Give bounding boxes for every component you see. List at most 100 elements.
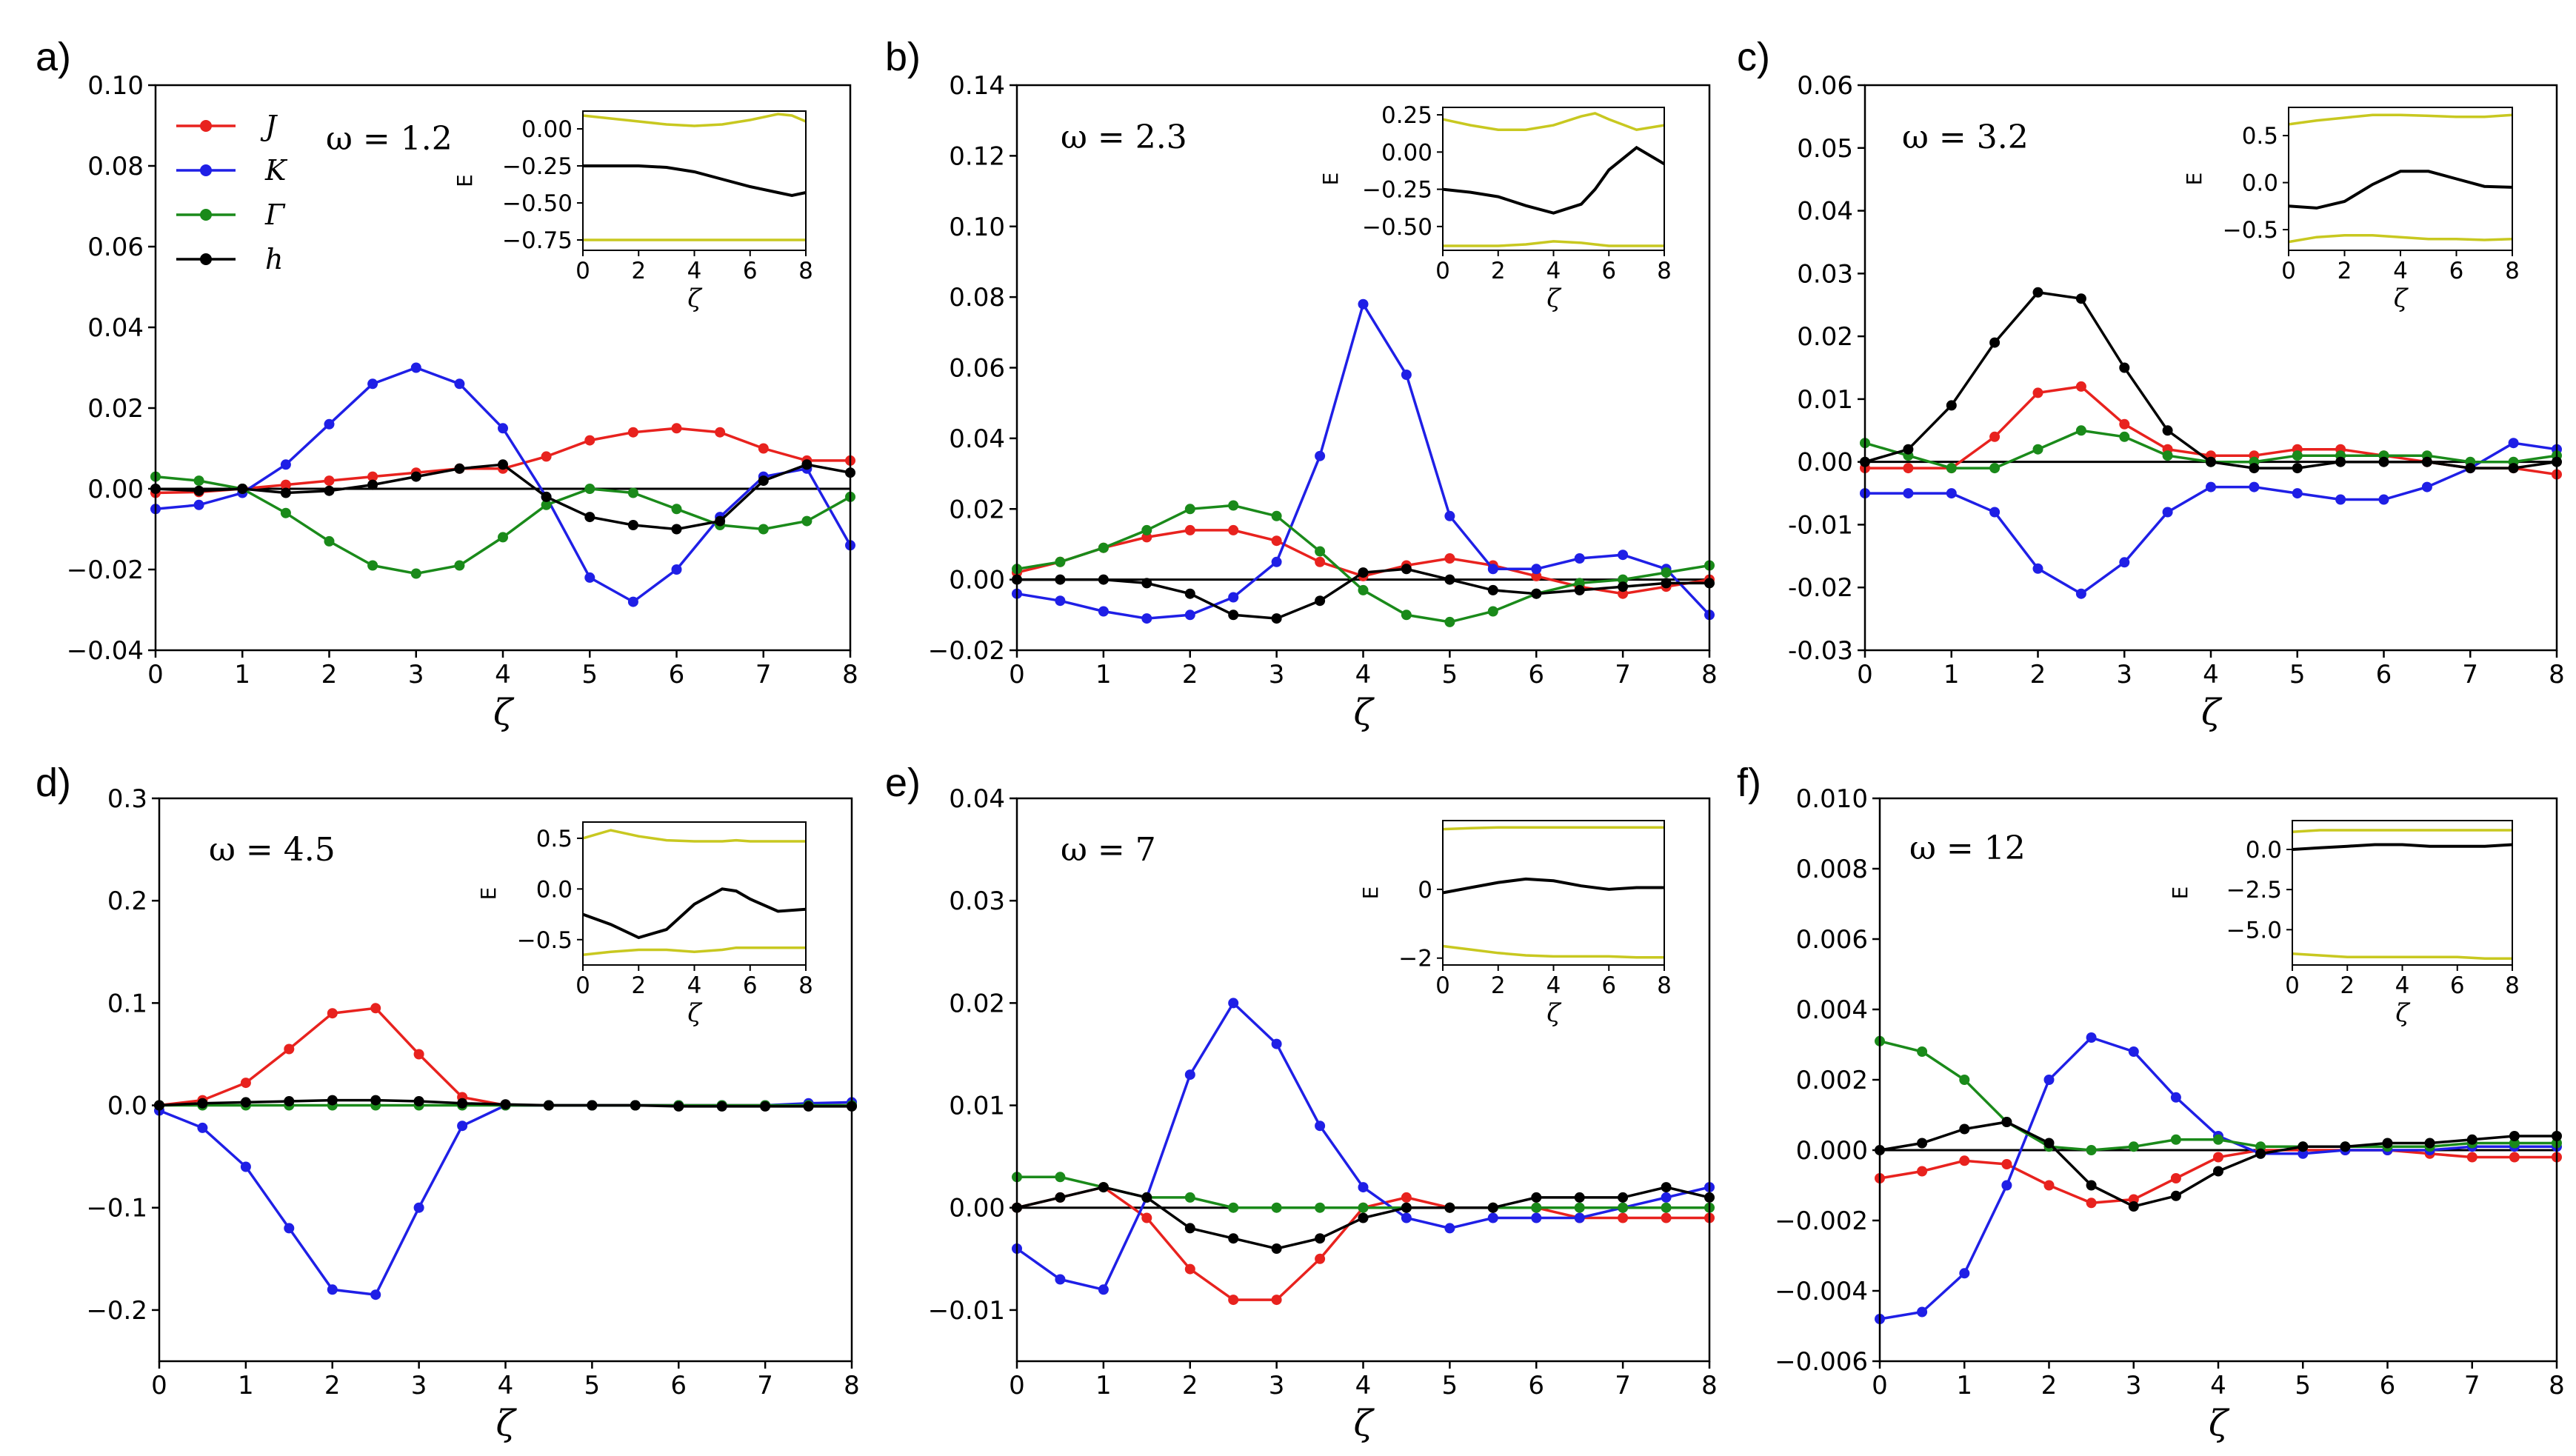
- data-point: [1315, 1202, 1326, 1213]
- inset-y-axis-label: E: [2182, 173, 2206, 186]
- x-tick-label: 4: [1355, 1371, 1372, 1400]
- data-point: [2032, 444, 2043, 455]
- y-tick-label: −0.006: [1775, 1347, 1868, 1377]
- x-tick-label: 8: [1701, 1371, 1718, 1400]
- data-point: [671, 423, 682, 434]
- inset-x-tick-label: 6: [743, 258, 758, 284]
- data-point: [2170, 1190, 2181, 1201]
- series-line: [1879, 1035, 2557, 1320]
- data-point: [1141, 1192, 1152, 1203]
- data-point: [1487, 1202, 1498, 1213]
- data-point: [2340, 1141, 2351, 1152]
- data-point: [1098, 1284, 1109, 1295]
- y-tick-label: 0.008: [1796, 855, 1868, 884]
- x-tick-label: 1: [238, 1371, 254, 1400]
- inset-x-tick-label: 2: [631, 258, 646, 284]
- data-point: [627, 487, 638, 498]
- inset-energy-band-1: [582, 829, 806, 843]
- x-tick-label: 1: [1095, 1371, 1112, 1400]
- y-tick-label: −0.01: [928, 1296, 1005, 1326]
- inset-x-tick-label: 8: [798, 258, 813, 284]
- data-point: [1531, 1192, 1542, 1203]
- data-point: [2119, 557, 2130, 568]
- x-axis-label: ζ: [1353, 692, 1375, 733]
- data-point: [1531, 1212, 1542, 1223]
- y-tick-label: 0.02: [1797, 322, 1853, 352]
- x-axis-label: ζ: [1353, 1403, 1375, 1444]
- y-tick-label: 0.06: [87, 233, 144, 262]
- x-axis-label: ζ: [493, 692, 515, 733]
- data-point: [1098, 1182, 1109, 1193]
- inset-energy-band-1: [2292, 829, 2512, 833]
- data-point: [760, 1101, 771, 1112]
- inset-x-tick-label: 4: [2395, 972, 2410, 999]
- data-point: [1444, 553, 1455, 564]
- inset-energy-band-3: [2288, 233, 2513, 244]
- y-tick-label: −0.02: [928, 636, 1005, 666]
- series-2: [150, 362, 855, 607]
- x-tick-label: 5: [2289, 660, 2306, 689]
- data-point: [1959, 1123, 1970, 1135]
- data-point: [327, 1095, 338, 1106]
- y-tick-label: -0.01: [1788, 510, 1853, 540]
- x-tick-label: 6: [1528, 660, 1544, 689]
- y-tick-label: 0.14: [949, 71, 1005, 101]
- x-tick-label: 3: [411, 1371, 427, 1400]
- data-point: [1401, 564, 1412, 575]
- data-point: [280, 479, 291, 490]
- x-axis-label: ζ: [2209, 1403, 2230, 1444]
- x-tick-label: 0: [1009, 1371, 1025, 1400]
- data-point: [671, 564, 682, 575]
- panel-label: f): [1737, 761, 1761, 805]
- data-point: [1055, 574, 1066, 585]
- data-point: [2162, 450, 2173, 461]
- data-point: [237, 484, 248, 494]
- data-point: [410, 362, 421, 373]
- data-point: [1358, 1212, 1369, 1223]
- data-point: [1141, 613, 1152, 624]
- data-point: [2075, 588, 2086, 599]
- data-point: [2170, 1092, 2181, 1103]
- data-point: [324, 485, 335, 496]
- data-point: [587, 1100, 598, 1111]
- panel-label: b): [885, 35, 921, 79]
- inset-x-tick-label: 4: [1546, 972, 1561, 999]
- legend-label: J: [260, 110, 278, 142]
- inset-background: [1443, 821, 1664, 965]
- y-tick-label: 0.1: [107, 989, 147, 1018]
- data-point: [584, 572, 595, 583]
- data-point: [2001, 1180, 2012, 1191]
- data-point: [1184, 504, 1195, 515]
- inset-x-tick-label: 8: [1657, 258, 1672, 284]
- data-point: [1618, 581, 1629, 592]
- omega-label: ω = 3.2: [1902, 118, 2029, 156]
- inset-x-tick-label: 4: [2393, 258, 2408, 284]
- data-point: [541, 499, 552, 510]
- data-point: [627, 427, 638, 438]
- data-point: [413, 1202, 424, 1213]
- data-point: [1401, 1192, 1412, 1203]
- inset-y-tick-label: −2.5: [2226, 877, 2282, 904]
- data-point: [454, 560, 465, 571]
- data-point: [1618, 574, 1629, 585]
- series-line: [159, 1006, 852, 1107]
- omega-label: ω = 4.5: [209, 831, 336, 869]
- data-point: [197, 1098, 208, 1109]
- inset-y-axis-label: E: [453, 174, 477, 187]
- series-2: [1012, 298, 1715, 624]
- data-point: [367, 479, 378, 490]
- data-point: [1401, 1212, 1412, 1223]
- series-3: [1875, 1035, 2562, 1155]
- data-point: [1531, 564, 1542, 575]
- inset-x-axis-label: ζ: [687, 284, 703, 313]
- data-point: [2213, 1134, 2223, 1145]
- data-point: [1903, 463, 1914, 474]
- x-tick-label: 0: [1857, 660, 1873, 689]
- data-point: [584, 435, 595, 446]
- data-point: [1055, 556, 1066, 567]
- y-tick-label: 0.08: [87, 152, 144, 181]
- x-tick-label: 5: [1442, 660, 1458, 689]
- data-point: [1531, 1202, 1542, 1213]
- x-tick-label: 5: [584, 1371, 601, 1400]
- x-tick-label: 0: [1009, 660, 1025, 689]
